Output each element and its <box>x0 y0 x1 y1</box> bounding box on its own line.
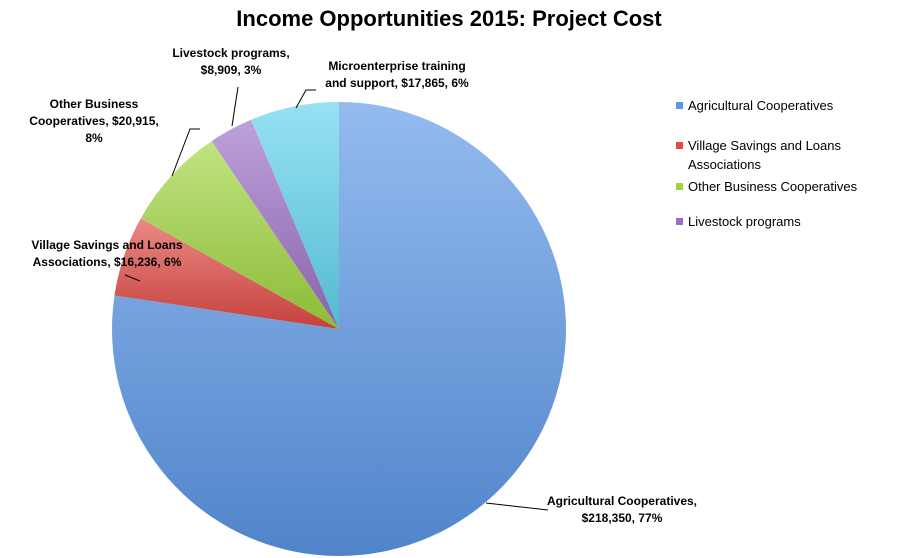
legend-label: Livestock programs <box>688 214 801 229</box>
legend-item: Village Savings and Loans Associations <box>676 136 891 174</box>
legend-item: Agricultural Cooperatives <box>676 96 891 115</box>
slice-label: Livestock programs, $8,909, 3% <box>172 46 289 77</box>
slice-label: Other Business Cooperatives, $20,915, 8% <box>29 97 158 145</box>
chart-legend: Agricultural Cooperatives Village Saving… <box>676 96 891 231</box>
legend-item: Other Business Cooperatives <box>676 177 891 196</box>
legend-label: Agricultural Cooperatives <box>688 98 833 113</box>
slice-label: Agricultural Cooperatives, $218,350, 77% <box>547 494 697 525</box>
legend-swatch <box>676 142 683 149</box>
leader-line <box>486 503 548 510</box>
legend-label: Village Savings and Loans Associations <box>688 138 841 172</box>
legend-swatch <box>676 102 683 109</box>
legend-item: Livestock programs <box>676 212 891 231</box>
leader-line <box>232 87 238 126</box>
slice-label: Microenterprise training and support, $17… <box>325 59 469 90</box>
legend-swatch <box>676 218 683 225</box>
legend-swatch <box>676 183 683 190</box>
legend-label: Other Business Cooperatives <box>688 179 857 194</box>
